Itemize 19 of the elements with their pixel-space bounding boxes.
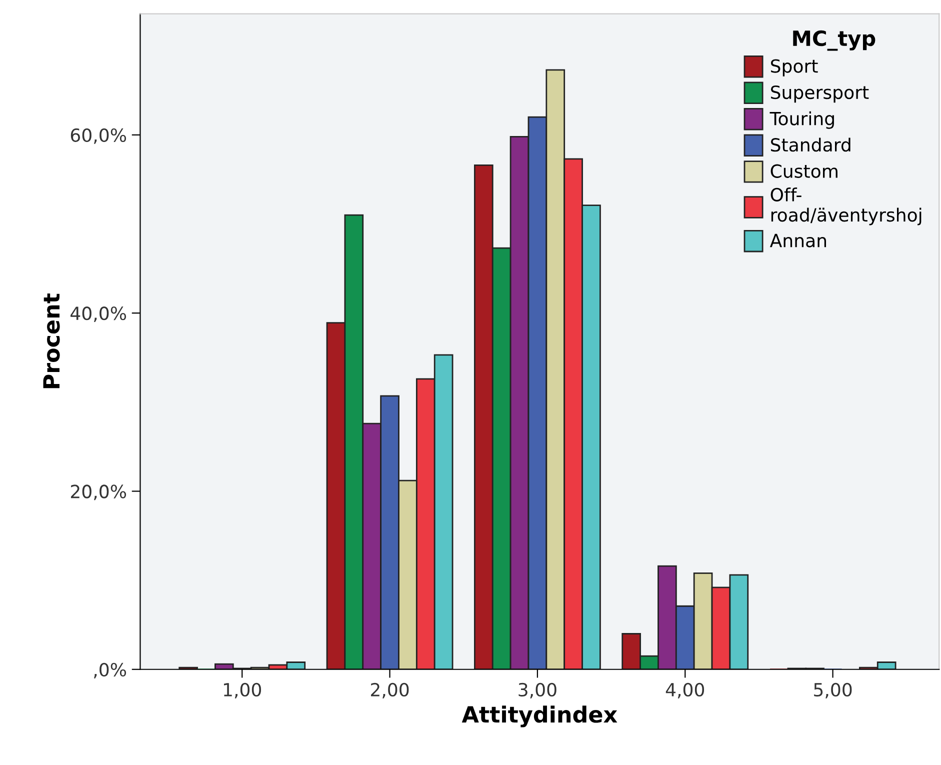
x-tick-label: 3,00 <box>518 682 556 698</box>
legend-label: Standard <box>770 138 850 152</box>
y-tick-label: 60,0% <box>70 128 126 144</box>
legend-label: Touring <box>770 111 834 129</box>
legend-label: Annan <box>770 234 826 248</box>
y-tick-label: 40,0% <box>70 306 126 322</box>
y-axis-title: Procent <box>43 293 60 388</box>
x-tick-label: 4,00 <box>666 682 704 698</box>
legend-label: Sport <box>770 59 818 76</box>
y-tick-label: 20,0% <box>70 484 126 500</box>
legend-title: MC_typ <box>793 30 876 51</box>
legend-label: Supersport <box>770 85 869 103</box>
legend-label: Off- road/äventyrshoj <box>770 188 922 226</box>
y-tick-label: ,0% <box>94 662 126 678</box>
x-tick-label: 1,00 <box>224 682 262 698</box>
legend-label: Custom <box>770 164 838 178</box>
x-tick-label: 2,00 <box>371 682 409 698</box>
x-tick-label: 5,00 <box>814 682 852 698</box>
x-axis-title: Attitydindex <box>462 706 618 728</box>
